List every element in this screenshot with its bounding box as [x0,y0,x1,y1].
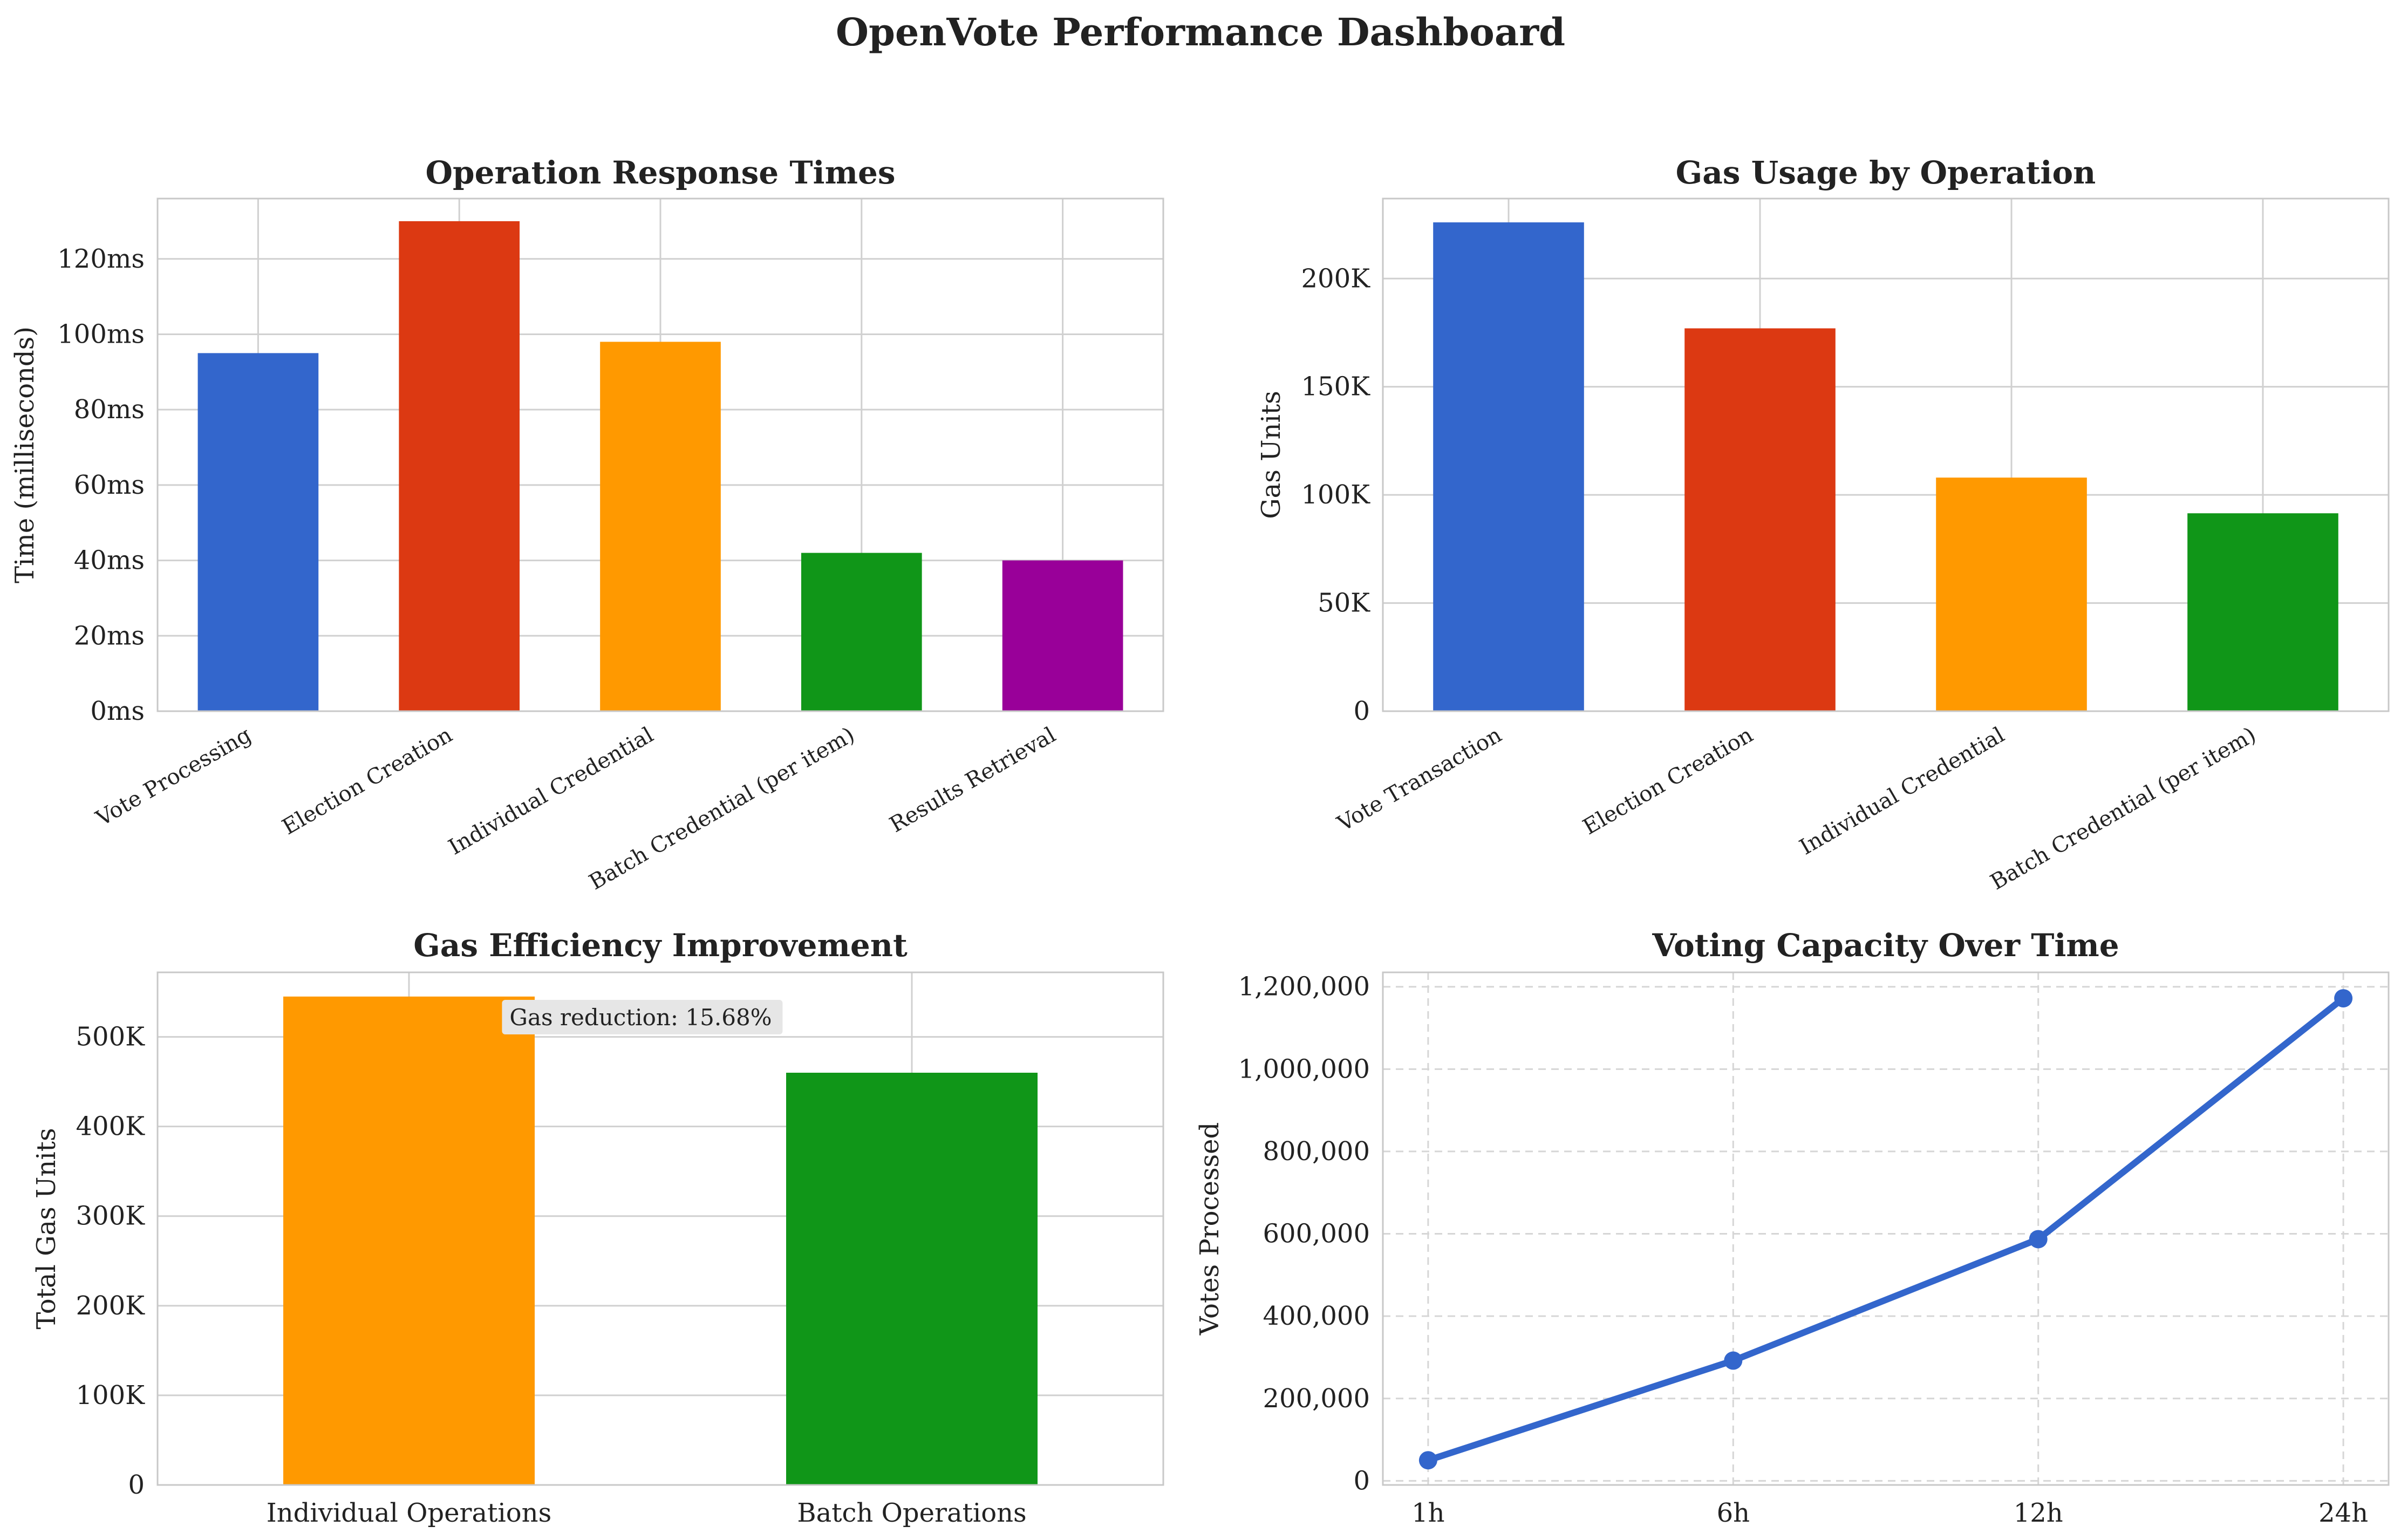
bar-batch-operations [786,1073,1038,1485]
y-tick-label: 0 [1353,1466,1370,1496]
x-tick-label-12h: 12h [2014,1498,2063,1528]
x-tick-label-vote-processing: Vote Processing [92,723,256,832]
y-tick-label: 100ms [57,319,145,349]
bar-election-creation [1684,328,1836,711]
y-tick-label: 60ms [74,470,145,500]
y-tick-label: 120ms [57,244,145,274]
point-12h [2029,1230,2048,1249]
x-tick-label-24h: 24h [2318,1498,2368,1528]
y-tick-label: 40ms [74,546,145,576]
x-tick-label-6h: 6h [1717,1498,1750,1528]
chart-title: Gas Usage by Operation [1676,154,2096,191]
chart-title: Operation Response Times [425,154,895,191]
plot-frame [1382,197,2390,712]
chart-voting-capacity: 0 200,000 400,000 600,000 800,000 1,000,000 1,… [1195,927,2390,1528]
y-tick-label: 800,000 [1263,1136,1370,1167]
x-tick-label-batch-operations: Batch Operations [797,1498,1026,1528]
bar-individual-credential [600,342,721,711]
chart-gas-efficiency: 0 100K 200K 300K 400K 500K Individual Operatio… [31,927,1164,1528]
y-tick-label: 300K [76,1201,146,1231]
y-tick-label: 150K [1301,372,1371,402]
plot-frame [1382,971,2390,1486]
dashboard-title: OpenVote Performance Dashboard [835,10,1566,54]
x-tick-label-individual-credential: Individual Credential [445,723,658,860]
y-tick-label: 400,000 [1263,1301,1370,1331]
y-tick-label: 1,000,000 [1238,1054,1370,1084]
bar-results-retrieval [1002,560,1123,711]
x-tick-label-election-creation: Election Creation [278,723,456,840]
y-tick-label: 50K [1318,588,1370,618]
y-axis-label: Total Gas Units [31,1128,62,1329]
point-1h [1418,1451,1437,1470]
y-tick-label: 500K [76,1022,146,1052]
chart-response-times: 0ms 20ms 40ms 60ms 80ms 100ms 120ms Vote Proces… [10,154,1164,895]
plot-frame [156,971,1164,1486]
chart-title: Voting Capacity Over Time [1652,927,2119,964]
chart-title: Gas Efficiency Improvement [413,927,908,964]
bar-individual-operations [283,996,535,1485]
annotation-box [502,1000,783,1034]
point-24h [2334,989,2353,1008]
x-tick-label-results-retrieval: Results Retrieval [885,723,1060,837]
point-6h [1724,1351,1743,1370]
y-tick-label: 100K [1301,480,1371,510]
x-tick-label-batch-credential-per-item: Batch Credential (per item) [1986,723,2260,895]
bar-batch-credential-per-item [2187,513,2338,711]
y-tick-label: 200K [1301,263,1371,294]
x-tick-label-individual-operations: Individual Operations [267,1498,551,1528]
y-tick-label: 400K [76,1112,146,1142]
series-line-votes [1424,995,2347,1464]
y-tick-label: 200K [76,1291,146,1321]
y-axis-label: Gas Units [1256,391,1286,519]
x-tick-label-1h: 1h [1411,1498,1444,1528]
y-tick-label: 600,000 [1263,1219,1370,1249]
y-tick-label: 100K [76,1380,146,1410]
bar-election-creation [399,221,520,712]
chart-gas-usage: 0 50K 100K 150K 200K Vote Transaction Election… [1256,154,2390,895]
y-tick-label: 80ms [74,394,145,425]
y-tick-label: 1,200,000 [1238,972,1370,1002]
y-tick-label: 0 [1353,696,1370,726]
y-tick-label: 20ms [74,621,145,651]
bar-vote-processing [197,353,319,711]
y-tick-label: 200,000 [1263,1384,1370,1414]
bar-vote-transaction [1433,222,1584,711]
y-axis-label: Time (milliseconds) [10,326,40,583]
x-tick-label-vote-transaction: Vote Transaction [1333,723,1506,837]
x-tick-label-individual-credential: Individual Credential [1796,723,2009,860]
y-axis-label: Votes Processed [1195,1122,1225,1336]
bar-individual-credential [1936,478,2087,711]
y-tick-label: 0 [128,1470,145,1500]
y-tick-label: 0ms [90,696,145,726]
bar-batch-credential-per-item [801,553,922,711]
annotation-gas-reduction: Gas reduction: 15.68% [509,1004,772,1031]
x-tick-label-election-creation: Election Creation [1579,723,1757,840]
plot-frame [156,197,1164,712]
